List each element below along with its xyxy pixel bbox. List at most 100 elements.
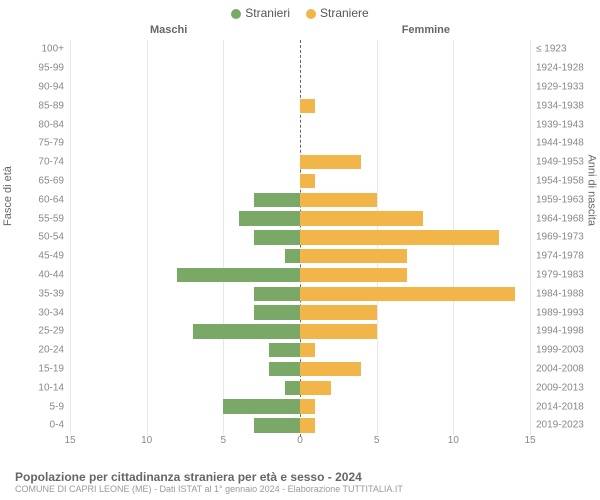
birth-year-label: 2019-2023	[530, 420, 584, 431]
chart-footer: Popolazione per cittadinanza straniera p…	[15, 470, 585, 494]
age-row: 45-491974-1978	[70, 247, 530, 266]
bar-male	[269, 343, 300, 357]
birth-year-label: 1979-1983	[530, 270, 584, 281]
bar-male	[239, 211, 300, 225]
age-label: 75-79	[38, 138, 70, 149]
age-row: 85-891934-1938	[70, 96, 530, 115]
bar-male	[254, 418, 300, 432]
column-header-right: Femmine	[402, 24, 450, 36]
bar-female	[300, 193, 377, 207]
birth-year-label: ≤ 1923	[530, 44, 567, 55]
birth-year-label: 1929-1933	[530, 81, 584, 92]
age-row: 65-691954-1958	[70, 172, 530, 191]
x-tick: 10	[448, 435, 459, 446]
birth-year-label: 1959-1963	[530, 194, 584, 205]
age-row: 40-441979-1983	[70, 266, 530, 285]
age-label: 30-34	[38, 307, 70, 318]
x-tick: 10	[141, 435, 152, 446]
age-row: 70-741949-1953	[70, 153, 530, 172]
age-row: 55-591964-1968	[70, 209, 530, 228]
bar-female	[300, 418, 315, 432]
age-row: 10-142009-2013	[70, 378, 530, 397]
age-row: 35-391984-1988	[70, 284, 530, 303]
x-axis: 15105051015	[70, 435, 530, 455]
birth-year-label: 1934-1938	[530, 100, 584, 111]
bar-female	[300, 99, 315, 113]
bar-female	[300, 211, 423, 225]
age-row: 80-841939-1943	[70, 115, 530, 134]
birth-year-label: 1944-1948	[530, 138, 584, 149]
bar-female	[300, 230, 499, 244]
birth-year-label: 2009-2013	[530, 382, 584, 393]
bar-female	[300, 305, 377, 319]
age-row: 60-641959-1963	[70, 190, 530, 209]
birth-year-label: 1989-1993	[530, 307, 584, 318]
bar-male	[254, 193, 300, 207]
age-label: 85-89	[38, 100, 70, 111]
y-axis-label-right: Anni di nascita	[586, 154, 598, 226]
legend-label: Stranieri	[245, 6, 290, 20]
bar-male	[254, 230, 300, 244]
age-row: 15-192004-2008	[70, 360, 530, 379]
footer-subtitle: COMUNE DI CAPRI LEONE (ME) - Dati ISTAT …	[15, 484, 585, 494]
age-label: 65-69	[38, 176, 70, 187]
age-row: 90-941929-1933	[70, 78, 530, 97]
age-row: 30-341989-1993	[70, 303, 530, 322]
age-label: 95-99	[38, 63, 70, 74]
age-label: 60-64	[38, 194, 70, 205]
age-label: 15-19	[38, 364, 70, 375]
age-row: 5-92014-2018	[70, 397, 530, 416]
birth-year-label: 1924-1928	[530, 63, 584, 74]
bar-female	[300, 155, 361, 169]
age-label: 20-24	[38, 345, 70, 356]
bar-male	[285, 381, 300, 395]
age-label: 5-9	[50, 401, 70, 412]
age-label: 100+	[41, 44, 70, 55]
legend-item: Straniere	[306, 6, 369, 20]
bar-female	[300, 324, 377, 338]
bar-male	[177, 268, 300, 282]
footer-title: Popolazione per cittadinanza straniera p…	[15, 470, 585, 484]
birth-year-label: 1999-2003	[530, 345, 584, 356]
age-label: 10-14	[38, 382, 70, 393]
bar-female	[300, 287, 515, 301]
legend-item: Stranieri	[231, 6, 290, 20]
age-label: 90-94	[38, 81, 70, 92]
birth-year-label: 1949-1953	[530, 157, 584, 168]
age-label: 70-74	[38, 157, 70, 168]
x-tick: 5	[221, 435, 227, 446]
age-row: 25-291994-1998	[70, 322, 530, 341]
bar-female	[300, 268, 407, 282]
bar-male	[223, 399, 300, 413]
age-row: 100+≤ 1923	[70, 40, 530, 59]
legend-dot	[231, 9, 241, 19]
age-row: 50-541969-1973	[70, 228, 530, 247]
bar-female	[300, 362, 361, 376]
age-label: 40-44	[38, 270, 70, 281]
age-label: 55-59	[38, 213, 70, 224]
birth-year-label: 1939-1943	[530, 119, 584, 130]
birth-year-label: 1964-1968	[530, 213, 584, 224]
bar-male	[254, 305, 300, 319]
bar-female	[300, 249, 407, 263]
bar-female	[300, 343, 315, 357]
age-label: 25-29	[38, 326, 70, 337]
age-label: 80-84	[38, 119, 70, 130]
age-row: 20-241999-2003	[70, 341, 530, 360]
birth-year-label: 2004-2008	[530, 364, 584, 375]
x-tick: 15	[64, 435, 75, 446]
bar-female	[300, 381, 331, 395]
y-axis-label-left: Fasce di età	[2, 166, 14, 226]
x-tick: 15	[524, 435, 535, 446]
column-header-left: Maschi	[150, 24, 187, 36]
bar-male	[193, 324, 300, 338]
population-pyramid-chart: Stranieri Straniere Maschi Femmine Fasce …	[0, 0, 600, 500]
birth-year-label: 2014-2018	[530, 401, 584, 412]
bar-female	[300, 399, 315, 413]
age-label: 35-39	[38, 288, 70, 299]
age-label: 45-49	[38, 251, 70, 262]
bar-male	[269, 362, 300, 376]
bar-male	[254, 287, 300, 301]
age-label: 0-4	[50, 420, 70, 431]
x-tick: 5	[374, 435, 380, 446]
